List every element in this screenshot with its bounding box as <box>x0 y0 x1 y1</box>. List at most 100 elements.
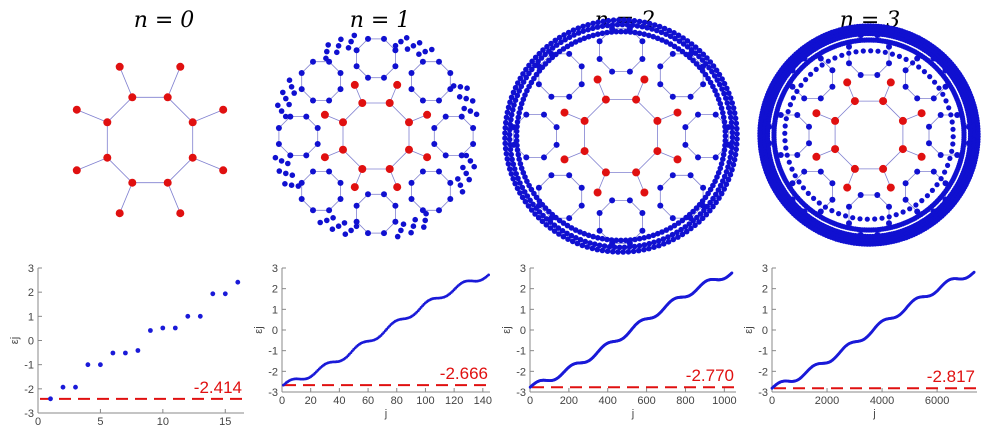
outer-node <box>734 125 740 132</box>
outer-node <box>657 63 664 70</box>
y-tick-label: -2 <box>516 366 526 378</box>
y-tick-label: -2 <box>24 384 34 396</box>
outer-node <box>442 152 449 159</box>
outer-node <box>423 210 429 217</box>
outer-node <box>513 137 520 144</box>
outer-node <box>646 233 652 240</box>
graph-edge <box>167 66 181 98</box>
outer-node <box>688 225 694 232</box>
outer-node <box>657 184 664 191</box>
outer-node <box>654 27 660 34</box>
eigenvalue-point <box>197 313 203 319</box>
outer-node <box>408 196 415 202</box>
outer-node <box>589 245 596 252</box>
outer-node <box>515 151 522 158</box>
outer-node <box>450 83 457 89</box>
y-tick-label: 3 <box>272 263 278 275</box>
spectrum-plot-0: -3-2-10123051015jεj-2.414 <box>9 263 244 428</box>
outer-node <box>564 222 571 229</box>
outer-node <box>636 18 643 25</box>
outer-node <box>580 23 586 30</box>
graph-edge <box>192 157 224 171</box>
outer-node <box>470 125 477 131</box>
graph-1 <box>272 32 480 240</box>
outer-node <box>656 238 662 244</box>
outer-node <box>626 244 633 250</box>
inner-node <box>640 75 649 84</box>
outer-node <box>734 136 740 142</box>
outer-node <box>621 244 628 251</box>
inner-node <box>601 168 610 177</box>
outer-node <box>326 207 333 214</box>
outer-node <box>636 243 643 249</box>
outer-node <box>703 211 710 218</box>
spectrum-plot-2: -3 -2 -1 0 1 2 3 0 200 400 600 800 1000 j εj -2.770 <box>501 263 737 420</box>
eigenvalue-point <box>60 384 66 390</box>
outer-node <box>631 243 638 250</box>
graph-edge <box>882 100 904 122</box>
y-tick-label: 3 <box>28 263 34 275</box>
outer-node <box>502 130 508 136</box>
outer-node <box>436 97 442 104</box>
outer-node <box>524 178 530 185</box>
outer-node <box>713 199 719 206</box>
outer-node <box>572 227 579 233</box>
outer-node <box>353 63 360 70</box>
outer-node <box>365 35 371 42</box>
y-tick-label: 2 <box>28 287 34 299</box>
outer-node <box>729 167 735 173</box>
outer-node <box>707 186 714 193</box>
outer-node <box>298 70 305 76</box>
outer-node <box>560 233 567 240</box>
outer-node <box>326 168 333 175</box>
graph-edge <box>635 99 658 122</box>
outer-node <box>590 20 596 27</box>
outer-node <box>712 111 719 118</box>
outer-node <box>526 182 532 189</box>
outer-node <box>596 56 603 62</box>
outer-node <box>680 35 686 41</box>
outer-node <box>566 172 573 179</box>
outer-node <box>578 81 585 88</box>
outer-node <box>599 23 606 30</box>
outer-node <box>619 21 626 28</box>
outer-node <box>508 171 515 177</box>
outer-node <box>275 125 282 131</box>
outer-node <box>667 225 674 231</box>
outer-node <box>527 197 533 204</box>
eigenvalue-point <box>185 313 191 319</box>
outer-node <box>283 95 289 102</box>
graph-edge <box>107 157 133 183</box>
outer-node <box>547 225 554 231</box>
outer-node <box>710 83 716 90</box>
outer-node <box>533 205 539 211</box>
outer-node <box>627 29 634 35</box>
outer-node <box>680 41 687 47</box>
outer-node <box>609 22 616 28</box>
outer-node <box>310 207 316 214</box>
outer-node <box>695 111 701 118</box>
outer-node <box>353 223 360 230</box>
inner-node <box>385 99 394 107</box>
outer-node <box>682 124 689 131</box>
outer-node <box>570 27 577 33</box>
outer-node <box>342 231 349 237</box>
x-tick-label: 600 <box>637 395 655 407</box>
outer-node <box>646 20 653 27</box>
outer-node <box>436 168 442 175</box>
inner-node <box>176 62 185 71</box>
outer-node <box>722 142 728 149</box>
inner-node <box>673 108 682 117</box>
outer-node <box>505 161 512 167</box>
outer-node <box>540 47 546 53</box>
outer-node <box>535 58 541 65</box>
outer-node <box>283 170 289 177</box>
outer-node <box>690 218 696 224</box>
outer-node <box>510 176 516 182</box>
outer-node <box>651 244 657 250</box>
outer-node <box>587 240 593 246</box>
outer-node <box>365 191 371 198</box>
outer-node <box>692 222 698 229</box>
graph-edge <box>342 102 363 123</box>
inner-node <box>423 110 432 119</box>
